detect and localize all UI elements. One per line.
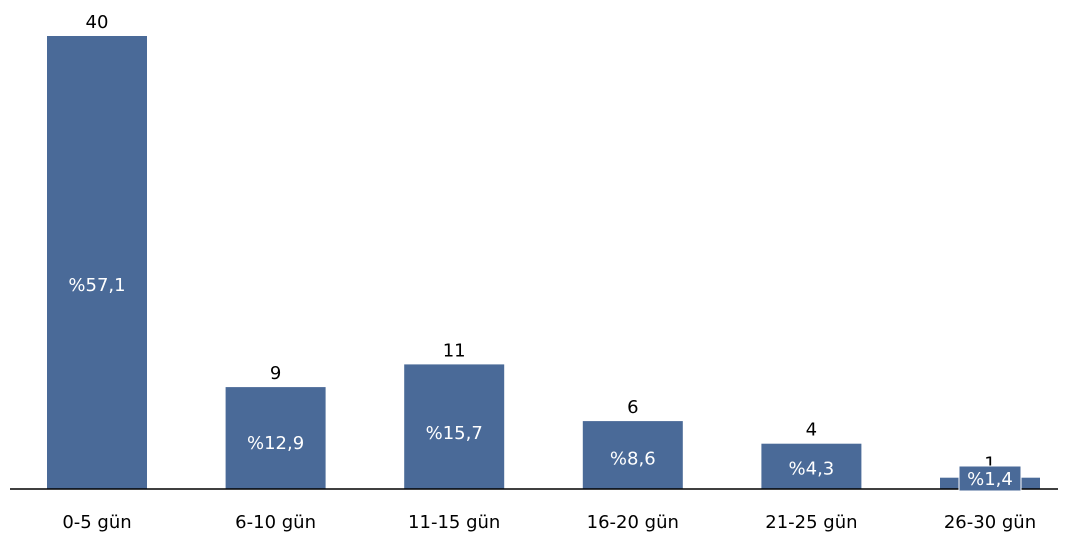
percent-label-1: %12,9 [247,433,304,454]
value-label-2: 11 [443,340,466,361]
labels-layer: 40 %57,1 0-5 gün 9 %12,9 6-10 gün 11 %15,7 11-15… [62,12,1036,533]
x-tick-label-0: 0-5 gün [62,512,131,533]
x-tick-label-2: 11-15 gün [408,512,500,533]
bar-4 [761,443,862,489]
value-label-4: 4 [806,420,817,441]
value-label-5: 1 [984,454,995,475]
x-tick-label-5: 26-30 gün [944,512,1036,533]
percent-label-0: %57,1 [68,275,125,296]
x-tick-label-1: 6-10 gün [235,512,316,533]
value-label-0: 40 [86,12,109,33]
bar-3 [582,421,683,490]
bar-1 [225,387,326,489]
x-tick-label-4: 21-25 gün [765,512,857,533]
percent-label-2: %15,7 [426,423,483,444]
percent-label-4: %4,3 [789,459,835,480]
value-label-1: 9 [270,363,281,384]
percent-label-plate-5 [958,465,1022,492]
bar-0 [47,36,147,489]
bar-2 [404,364,505,489]
percent-label-3: %8,6 [610,448,656,469]
percent-label-5: %1,4 [967,469,1013,490]
x-tick-label-3: 16-20 gün [587,512,679,533]
bars-layer [47,36,1040,490]
value-label-3: 6 [627,397,638,418]
